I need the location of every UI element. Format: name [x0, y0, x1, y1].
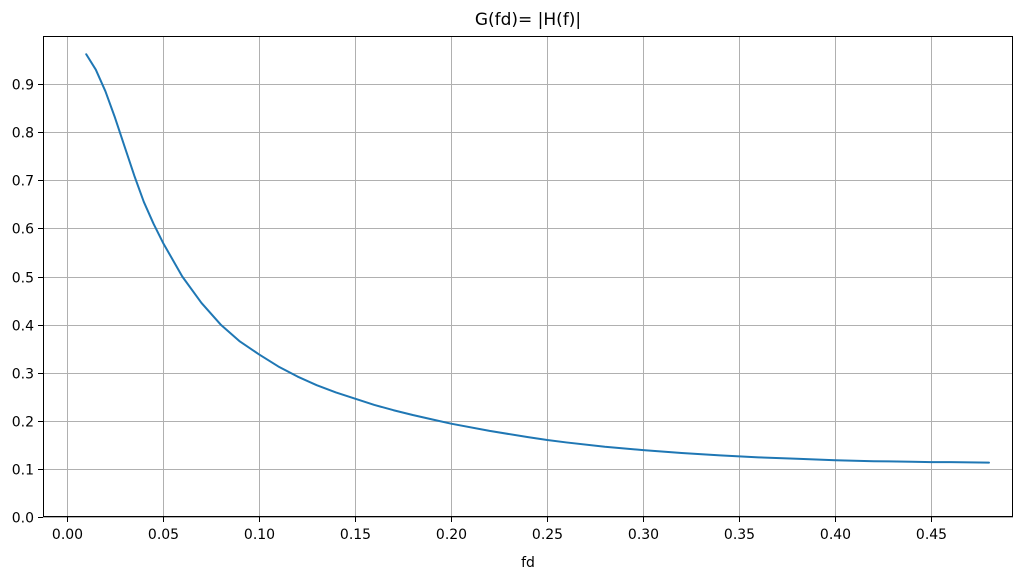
y-tick-label: 0.9: [12, 78, 34, 94]
x-tick-label: 0.05: [148, 527, 179, 543]
y-tick-label: 0.1: [12, 463, 34, 479]
x-tick-label: 0.20: [436, 527, 467, 543]
x-tick-label: 0.40: [820, 527, 851, 543]
x-tick-label: 0.00: [52, 527, 83, 543]
plot-frame: [43, 36, 1013, 517]
y-tick-label: 0.5: [12, 271, 34, 287]
y-tick-label: 0.6: [12, 222, 34, 238]
y-tick-label: 0.4: [12, 319, 34, 335]
series-layer: [85, 53, 990, 464]
y-tick-label: 0.3: [12, 367, 34, 383]
plot-area: [43, 36, 1013, 517]
x-axis-label: fd: [521, 555, 535, 571]
x-tick-label: 0.25: [532, 527, 563, 543]
series-line: [85, 53, 990, 464]
chart-title: G(fd)= |H(f)|: [475, 10, 581, 30]
grid-lines: [43, 36, 1013, 518]
y-tick-label: 0.7: [12, 174, 34, 190]
x-tick-label: 0.10: [244, 527, 275, 543]
x-tick-label: 0.35: [724, 527, 755, 543]
x-tick-label: 0.45: [916, 527, 947, 543]
x-tick-label: 0.15: [340, 527, 371, 543]
y-tick-label: 0.8: [12, 126, 34, 142]
x-axis: 0.00 0.05 0.10 0.15 0.20 0.25 0.30 0.35 0.40 0.45: [52, 517, 947, 543]
y-tick-label: 0.0: [12, 511, 34, 527]
y-tick-label: 0.2: [12, 415, 34, 431]
x-tick-label: 0.30: [628, 527, 659, 543]
y-axis: 0.0 0.1 0.2 0.3 0.4 0.5 0.6 0.7 0.8 0.9: [12, 78, 43, 527]
